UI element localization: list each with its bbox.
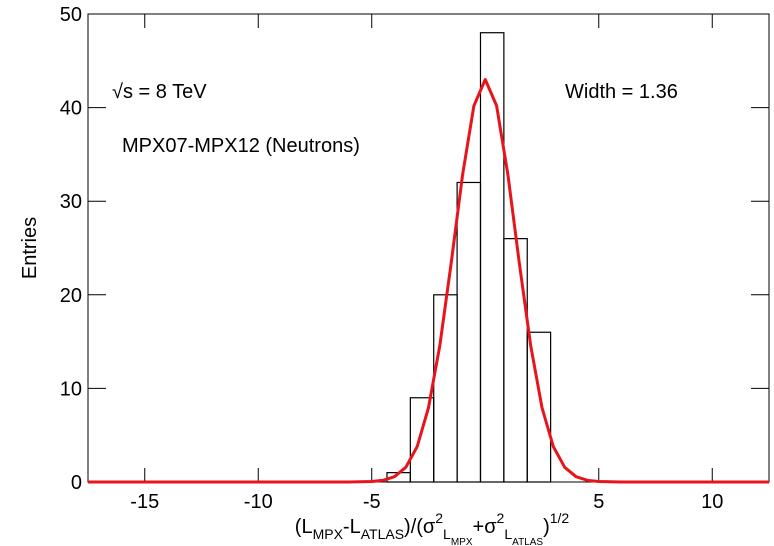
bar [433, 294, 458, 483]
fit-curve [88, 78, 769, 484]
x-axis-label: (LMPX-LATLAS)/(σ2LMPX+σ2LATLAS)1/2 [295, 510, 570, 546]
bar [456, 181, 482, 483]
x-axis-label-part: MPX [313, 526, 344, 542]
y-tick-label: 30 [60, 191, 82, 213]
annotation: Width = 1.36 [565, 81, 678, 103]
x-axis-label-part: )/(σ [404, 516, 436, 538]
annotation: √s = 8 TeV [112, 81, 207, 103]
y-tick-label: 20 [60, 285, 82, 307]
x-axis-label-part: 1/2 [550, 510, 570, 526]
x-axis-label-part: ATLAS [361, 526, 404, 542]
bar [503, 238, 528, 483]
annotation: MPX07-MPX12 (Neutrons) [122, 135, 360, 157]
x-tick-label: -5 [363, 491, 381, 513]
x-axis-label-part: L [504, 526, 512, 542]
y-tick-label: 0 [71, 472, 82, 494]
x-axis-label-part: 2 [497, 510, 505, 526]
x-axis-label-part: 2 [435, 510, 443, 526]
y-tick-label: 10 [60, 378, 82, 400]
x-tick-label: 5 [593, 491, 604, 513]
y-axis-label: Entries [19, 217, 41, 279]
x-axis-label-part: +σ [473, 516, 498, 538]
y-tick-label: 50 [60, 4, 82, 26]
bar [526, 331, 552, 483]
bar [479, 32, 505, 483]
x-axis-label-part: MPX [451, 537, 473, 546]
x-axis-label-part: -L [343, 516, 361, 538]
x-axis-label-part: ) [543, 516, 550, 538]
y-tick-label: 40 [60, 98, 82, 120]
x-tick-label: 10 [701, 491, 723, 513]
x-tick-label: -10 [244, 491, 273, 513]
x-axis-label-part: (L [295, 516, 313, 538]
x-tick-label: -15 [130, 491, 159, 513]
x-axis-label-part: L [443, 526, 451, 542]
x-axis-label-part: ATLAS [512, 537, 543, 546]
bar [409, 397, 435, 483]
